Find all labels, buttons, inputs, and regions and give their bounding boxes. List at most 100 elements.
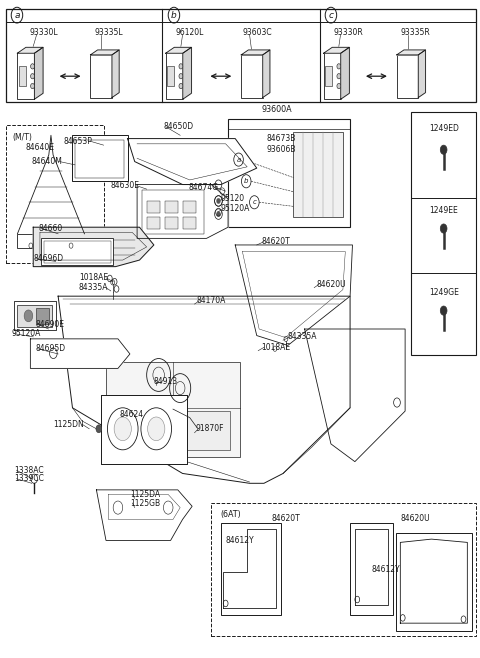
Circle shape (31, 84, 35, 89)
Bar (183, 201, 196, 213)
Bar (17, 53, 35, 99)
Text: 93603C: 93603C (242, 28, 272, 38)
Text: c: c (328, 11, 334, 20)
Polygon shape (241, 50, 270, 55)
Text: 93606B: 93606B (266, 145, 296, 154)
Bar (241, 55, 263, 97)
Polygon shape (17, 234, 84, 243)
Text: 1249ED: 1249ED (429, 124, 458, 133)
Bar (147, 217, 160, 229)
Text: 1125DN: 1125DN (54, 420, 84, 429)
Polygon shape (17, 47, 43, 53)
Text: 1339CC: 1339CC (14, 474, 44, 483)
Polygon shape (341, 47, 349, 99)
Bar (411, 113, 476, 355)
Text: (6AT): (6AT) (220, 509, 240, 519)
Text: 1249GE: 1249GE (429, 288, 458, 297)
Text: 1125GB: 1125GB (130, 499, 160, 507)
Polygon shape (166, 47, 192, 53)
Bar (211, 503, 476, 636)
Polygon shape (305, 329, 405, 462)
Text: (M/T): (M/T) (12, 134, 32, 142)
Bar (72, 136, 128, 181)
Polygon shape (33, 227, 154, 266)
Polygon shape (96, 490, 192, 540)
Text: 84612Y: 84612Y (226, 536, 254, 545)
Text: 84696D: 84696D (33, 254, 63, 263)
Circle shape (440, 145, 447, 155)
Bar (221, 522, 281, 615)
Circle shape (337, 84, 341, 89)
Circle shape (440, 224, 447, 233)
Bar (17, 305, 52, 327)
Text: 95120: 95120 (221, 195, 245, 203)
Text: a: a (14, 11, 20, 20)
Circle shape (179, 64, 183, 69)
Bar (324, 53, 341, 99)
Bar (41, 238, 113, 265)
Text: 91870F: 91870F (196, 424, 225, 434)
Polygon shape (355, 529, 388, 605)
Circle shape (179, 74, 183, 79)
Polygon shape (183, 47, 192, 99)
Circle shape (114, 417, 132, 441)
Circle shape (216, 211, 220, 216)
Bar (165, 201, 178, 213)
Text: 96120L: 96120L (175, 28, 204, 38)
Text: b: b (244, 178, 249, 184)
Circle shape (31, 64, 35, 69)
Text: 84620T: 84620T (271, 514, 300, 523)
Text: 84620T: 84620T (262, 237, 290, 246)
Polygon shape (128, 139, 257, 184)
Text: 95120A: 95120A (11, 329, 41, 338)
Polygon shape (30, 339, 130, 368)
Text: 84620U: 84620U (400, 514, 430, 523)
Bar (142, 190, 204, 234)
Text: b: b (171, 11, 177, 20)
Polygon shape (58, 296, 350, 484)
Text: 1018AE: 1018AE (79, 273, 108, 282)
Polygon shape (90, 50, 119, 55)
Bar (17, 234, 84, 248)
Polygon shape (112, 50, 119, 97)
Bar (90, 55, 112, 97)
Text: 84913: 84913 (154, 377, 178, 386)
Text: a: a (237, 157, 240, 163)
Text: 93330L: 93330L (29, 28, 58, 38)
Text: 84612Y: 84612Y (372, 565, 400, 574)
Text: 84170A: 84170A (197, 296, 226, 305)
Polygon shape (35, 47, 43, 99)
Polygon shape (14, 301, 56, 330)
Text: 93600A: 93600A (262, 105, 292, 114)
Text: 1338AC: 1338AC (14, 466, 44, 474)
Polygon shape (17, 136, 84, 234)
Circle shape (96, 425, 102, 433)
Text: 84695D: 84695D (35, 344, 65, 353)
Text: 93335R: 93335R (400, 28, 430, 38)
Bar (44, 241, 111, 263)
Bar (19, 66, 26, 86)
Circle shape (440, 306, 447, 315)
Bar (154, 411, 230, 451)
Text: 84640E: 84640E (25, 143, 55, 151)
Circle shape (24, 310, 33, 322)
Text: 1125DA: 1125DA (130, 490, 160, 499)
Text: c: c (252, 199, 256, 205)
Polygon shape (418, 50, 425, 97)
Bar (101, 395, 187, 464)
Polygon shape (263, 50, 270, 97)
Text: 95120A: 95120A (221, 205, 250, 213)
Text: 84335A: 84335A (288, 332, 317, 342)
Polygon shape (137, 184, 228, 238)
Bar (167, 66, 174, 86)
Polygon shape (235, 245, 352, 345)
Text: 1018AE: 1018AE (262, 343, 291, 352)
Circle shape (337, 64, 341, 69)
Text: 84653P: 84653P (64, 137, 93, 145)
Bar (36, 308, 48, 324)
Bar (350, 522, 393, 615)
Circle shape (31, 74, 35, 79)
Circle shape (337, 74, 341, 79)
Text: 84640M: 84640M (31, 157, 62, 166)
Polygon shape (324, 47, 349, 53)
